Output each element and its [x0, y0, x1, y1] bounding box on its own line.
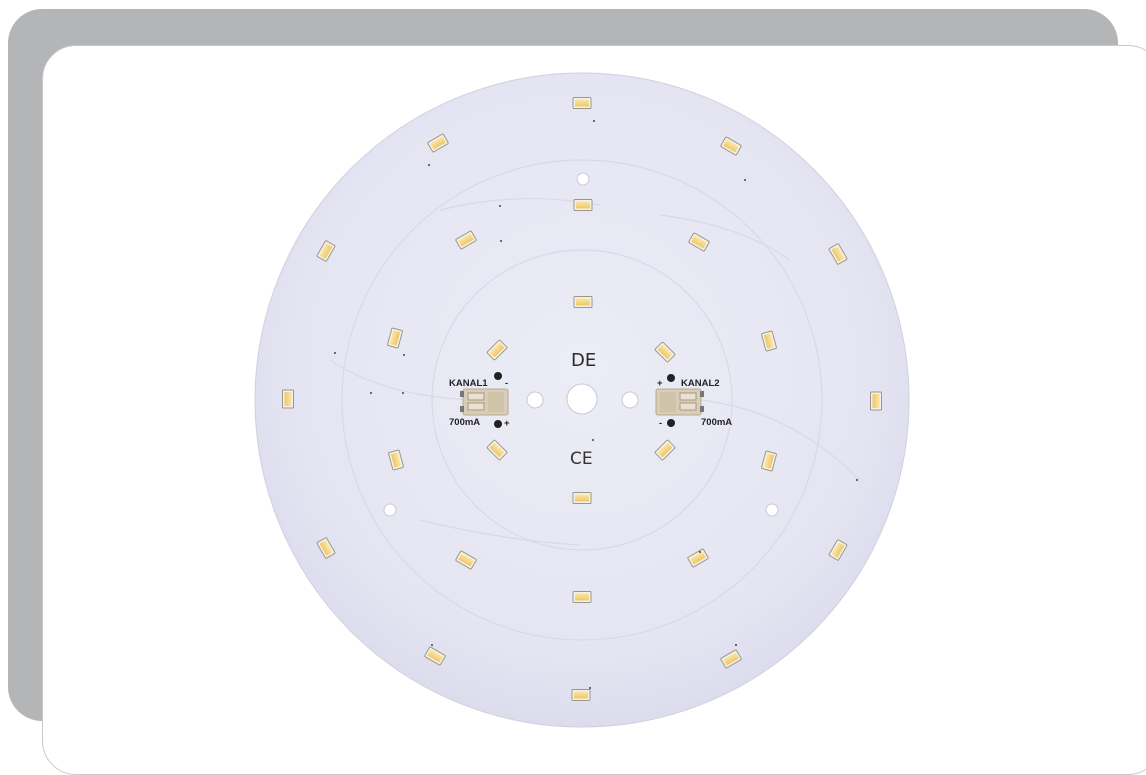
led-chip: [654, 341, 676, 363]
connector-channel-2: [655, 374, 704, 427]
pad-positive-2: [667, 374, 675, 382]
pad-negative-1: [494, 372, 502, 380]
led-chip: [427, 133, 449, 153]
channel-2-label: KANAL2: [681, 378, 720, 389]
led-chip: [455, 230, 477, 250]
channel-1-label: KANAL1: [449, 378, 488, 389]
led-chip: [573, 296, 593, 308]
led-chip: [388, 449, 404, 471]
channel-1-current: 700mA: [449, 417, 480, 428]
hole-left: [526, 391, 544, 409]
led-chip: [572, 591, 592, 603]
hole-lower-right: [765, 503, 779, 517]
led-chip: [387, 327, 403, 349]
pad-negative-2: [667, 419, 675, 427]
led-chip: [828, 243, 848, 265]
led-chip: [316, 240, 336, 262]
led-chip: [282, 389, 294, 409]
hole-lower-left: [383, 503, 397, 517]
ce-mark: CE: [570, 449, 593, 469]
led-chip: [486, 339, 508, 361]
channel-1-negative-symbol: -: [505, 378, 508, 389]
hole-right: [621, 391, 639, 409]
hole-top: [576, 172, 590, 186]
led-chip: [688, 232, 710, 252]
led-chip: [720, 649, 742, 669]
led-array: [282, 97, 882, 701]
de-logo: DE: [571, 350, 596, 371]
led-chip: [720, 136, 742, 156]
led-chip: [572, 492, 592, 504]
led-chip: [572, 97, 592, 109]
hole-center: [566, 383, 598, 415]
led-chip: [828, 539, 848, 561]
channel-2-positive-symbol: +: [657, 378, 663, 389]
led-chip: [870, 391, 882, 411]
led-chip: [573, 199, 593, 211]
led-chip: [687, 548, 709, 568]
led-chip: [486, 439, 508, 461]
led-chip: [316, 537, 336, 559]
mounting-holes: [383, 172, 779, 517]
channel-1-positive-symbol: +: [504, 418, 510, 429]
pad-positive-1: [494, 420, 502, 428]
channel-2-current: 700mA: [701, 417, 732, 428]
led-chip: [571, 689, 591, 701]
connector-channel-1: [460, 372, 509, 428]
led-chip: [654, 439, 676, 461]
led-chip: [761, 450, 777, 472]
led-chip: [455, 550, 477, 570]
led-chip: [761, 330, 777, 352]
channel-2-negative-symbol: -: [659, 418, 662, 429]
pcb-specks: [334, 120, 858, 689]
led-chip: [424, 646, 446, 666]
